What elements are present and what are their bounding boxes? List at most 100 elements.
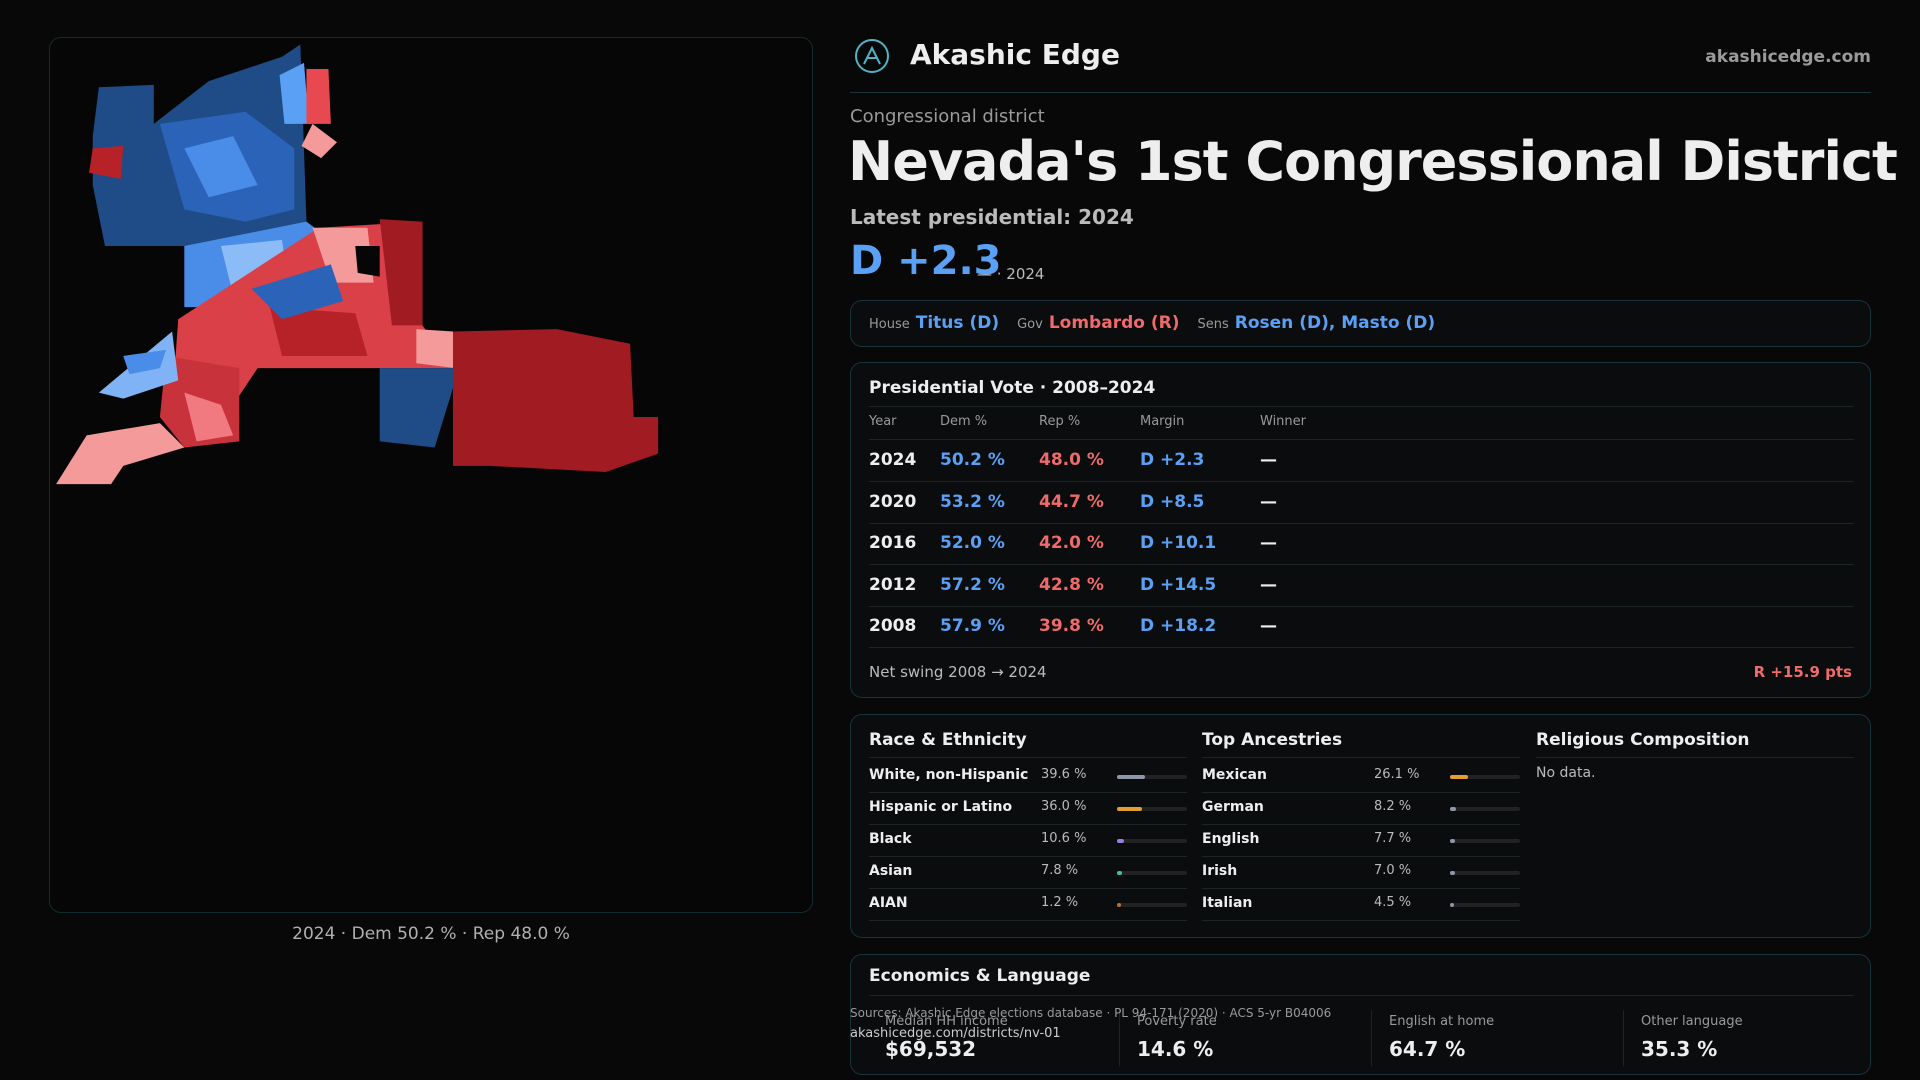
cell: 52.0 % — [940, 533, 1005, 553]
stat-value: 64.7 % — [1389, 1037, 1466, 1061]
item-pct: 7.8 % — [1041, 863, 1079, 878]
divider — [1202, 824, 1520, 825]
stat-label: Other language — [1641, 1014, 1743, 1029]
column-header: Winner — [1260, 414, 1307, 429]
column-header: Rep % — [1039, 414, 1081, 429]
swing-value: R +15.9 pts — [1753, 663, 1852, 681]
column-header: Margin — [1140, 414, 1185, 429]
divider — [869, 888, 1187, 889]
item-name: AIAN — [869, 895, 908, 911]
stat-label: Poverty rate — [1137, 1014, 1217, 1029]
column-header: Dem % — [940, 414, 988, 429]
item-pct: 36.0 % — [1041, 799, 1087, 814]
item-name: Asian — [869, 863, 913, 879]
cell: — — [1260, 450, 1277, 470]
divider — [869, 792, 1187, 793]
item-name: Irish — [1202, 863, 1238, 879]
cell: 48.0 % — [1039, 450, 1104, 470]
vote-table: Presidential Vote · 2008–2024 Net swing … — [850, 362, 1871, 698]
bar — [1450, 839, 1456, 843]
item-name: Italian — [1202, 895, 1253, 911]
cell: D +14.5 — [1140, 574, 1217, 595]
bar — [1450, 775, 1469, 779]
item-pct: 26.1 % — [1374, 767, 1420, 782]
bar-track — [1117, 807, 1187, 811]
bar-track — [1450, 903, 1520, 907]
bar — [1450, 903, 1454, 907]
cell: 42.8 % — [1039, 574, 1104, 595]
cell: 2020 — [869, 491, 917, 512]
column-header: Year — [869, 414, 897, 429]
district-map — [56, 44, 659, 485]
economics: Economics & Language Median HH income $69… — [850, 954, 1871, 1075]
item-name: German — [1202, 799, 1264, 815]
cell: 50.2 % — [940, 450, 1005, 470]
stat-label: Median HH income — [885, 1014, 1008, 1029]
cell: 53.2 % — [940, 491, 1005, 512]
econ-title: Economics & Language — [869, 966, 1091, 986]
latest: Latest presidential: 2024 — [850, 205, 1134, 229]
divider — [869, 406, 1854, 407]
table-title: Presidential Vote · 2008–2024 — [869, 378, 1156, 398]
bar-track — [1117, 903, 1187, 907]
bar-track — [1117, 775, 1187, 779]
official-role: Sens — [1197, 317, 1229, 332]
bar-track — [1117, 839, 1187, 843]
cell: D +2.3 — [1140, 450, 1205, 470]
divider — [869, 481, 1854, 482]
race-title: Race & Ethnicity — [869, 730, 1027, 750]
cell: 44.7 % — [1039, 491, 1104, 512]
source-url[interactable]: akashicedge.com/districts/nv-01 — [850, 1026, 1061, 1041]
divider — [869, 522, 1854, 524]
divider — [850, 92, 1871, 93]
swing-label: Net swing 2008 → 2024 — [869, 663, 1047, 681]
sources: Sources: Akashic Edge elections database… — [850, 1006, 1332, 1020]
demographics: Religious Composition No data. Race & Et… — [850, 714, 1871, 938]
cell: D +18.2 — [1140, 616, 1217, 636]
item-pct: 1.2 % — [1041, 895, 1079, 910]
cell: 2016 — [869, 533, 917, 553]
logo — [855, 39, 889, 73]
title: Nevada's 1st Congressional District — [848, 130, 1898, 193]
item-pct: 39.6 % — [1041, 767, 1087, 782]
cell: D +10.1 — [1140, 533, 1217, 553]
bar — [1450, 807, 1456, 811]
cell: — — [1260, 574, 1277, 595]
divider — [869, 920, 1187, 921]
cell: — — [1260, 616, 1277, 636]
map-panel — [49, 37, 813, 913]
item-name: Mexican — [1202, 767, 1267, 783]
cell: 57.9 % — [940, 616, 1005, 636]
item-pct: 8.2 % — [1374, 799, 1412, 814]
cell: 2012 — [869, 574, 917, 595]
cell: 42.0 % — [1039, 533, 1104, 553]
divider — [1536, 757, 1854, 758]
cell: — — [1260, 533, 1277, 553]
bar — [1117, 903, 1121, 907]
brand-site[interactable]: akashicedge.com — [1705, 47, 1871, 67]
divider — [1119, 1010, 1120, 1066]
cell: 39.8 % — [1039, 616, 1104, 636]
official-role: Gov — [1017, 317, 1043, 332]
item-pct: 10.6 % — [1041, 831, 1087, 846]
item-name: Black — [869, 831, 912, 847]
religion-title: Religious Composition — [1536, 730, 1750, 750]
item-name: English — [1202, 831, 1260, 847]
officials-box: House Titus (D) Gov Lombardo (R) Sens Rosen (… — [850, 300, 1871, 347]
divider — [869, 995, 1854, 996]
cell: — — [1260, 491, 1277, 512]
divider — [869, 605, 1854, 607]
bar-track — [1450, 807, 1520, 811]
map-caption: 2024 · Dem 50.2 % · Rep 48.0 % — [292, 924, 570, 944]
stat-value: 35.3 % — [1641, 1037, 1718, 1061]
divider — [869, 757, 1187, 758]
bar-track — [1117, 871, 1187, 875]
stat-value: $69,532 — [885, 1037, 977, 1061]
margin-note: — · 2024 — [977, 265, 1045, 283]
bar — [1117, 775, 1145, 779]
official-name: Rosen (D), Masto (D) — [1234, 313, 1436, 333]
cell: 2024 — [869, 450, 917, 470]
cell: 57.2 % — [940, 574, 1005, 595]
item-pct: 7.0 % — [1374, 863, 1412, 878]
cell: 2008 — [869, 616, 917, 636]
